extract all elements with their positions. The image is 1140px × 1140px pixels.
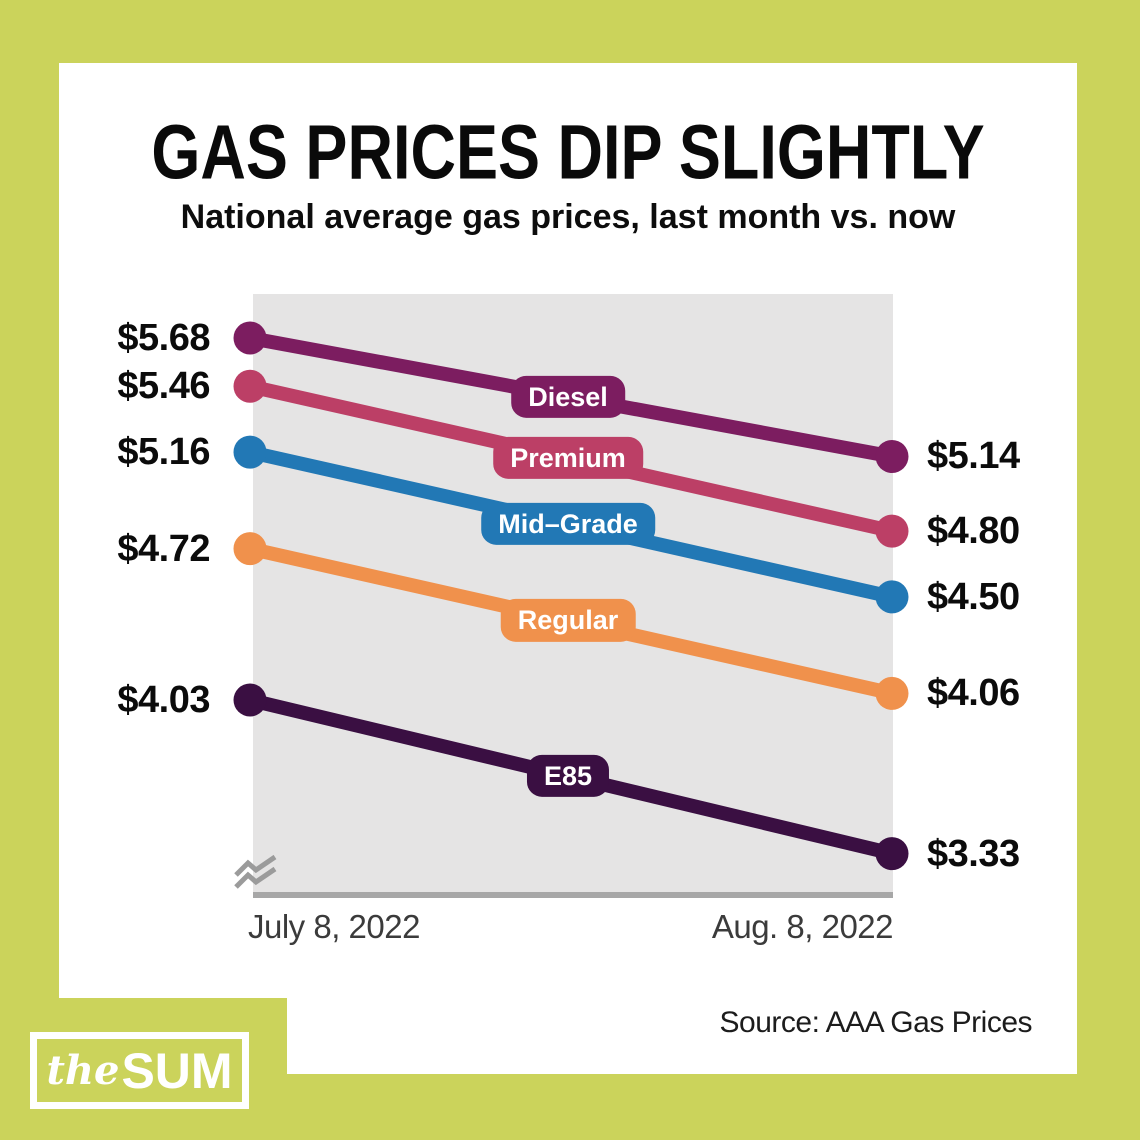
series-dot-left-premium (233, 369, 267, 403)
value-label-left-mid-grade: $5.16 (117, 431, 210, 474)
logo-panel (0, 998, 287, 1140)
series-dot-right-regular (875, 676, 909, 710)
logo-the: the (46, 1046, 120, 1094)
x-axis-line (253, 892, 893, 898)
chart-title-text: GAS PRICES DIP SLIGHTLY (151, 110, 985, 196)
series-dot-left-mid-grade (233, 435, 267, 469)
logo-sum: SUM (121, 1042, 233, 1099)
logo-box: the SUM (30, 1032, 249, 1109)
x-axis-label-right: Aug. 8, 2022 (711, 908, 894, 945)
series-dot-left-regular (233, 532, 267, 566)
series-badge-e85: E85 (526, 754, 610, 798)
series-dot-right-diesel (875, 439, 909, 473)
series-badge-premium: Premium (493, 436, 643, 480)
value-label-right-e85: $3.33 (927, 832, 1020, 875)
value-label-right-regular: $4.06 (927, 672, 1020, 715)
value-label-left-regular: $4.72 (117, 527, 210, 570)
chart-title: GAS PRICES DIP SLIGHTLY (59, 110, 1077, 196)
value-label-right-premium: $4.80 (927, 510, 1020, 553)
value-label-right-diesel: $5.14 (927, 435, 1020, 478)
value-label-right-mid-grade: $4.50 (927, 575, 1020, 618)
chart-subtitle: National average gas prices, last month … (180, 198, 956, 236)
value-label-left-premium: $5.46 (117, 365, 210, 408)
source-note: Source: AAA Gas Prices (719, 1006, 1033, 1039)
axis-break-icon (234, 854, 277, 889)
series-badge-regular: Regular (500, 599, 636, 642)
series-dot-left-diesel (233, 321, 267, 355)
series-dot-right-e85 (875, 837, 909, 871)
value-label-left-diesel: $5.68 (117, 317, 210, 359)
x-axis-label-left: July 8, 2022 (248, 908, 420, 945)
series-badge-mid-grade: Mid–Grade (481, 502, 655, 545)
series-dot-left-e85 (233, 683, 267, 717)
series-badge-diesel: Diesel (511, 375, 625, 418)
value-label-left-e85: $4.03 (117, 679, 210, 721)
series-dot-right-mid-grade (875, 580, 909, 614)
series-dot-right-premium (875, 514, 909, 548)
